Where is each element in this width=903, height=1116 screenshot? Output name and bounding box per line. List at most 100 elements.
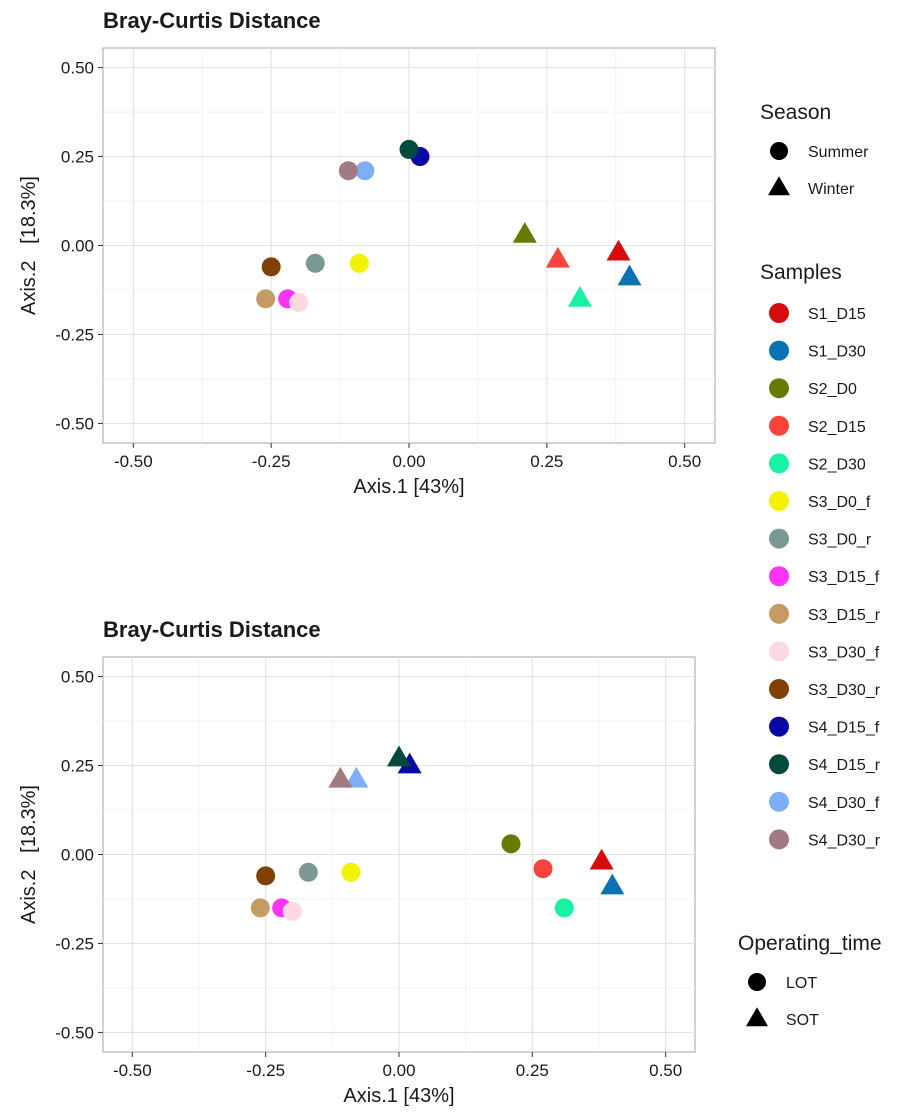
x-tick-label: -0.25 [252,452,291,471]
legend-swatch-s4-d30-f [769,791,789,812]
legend-label: S2_D15 [808,419,866,436]
legend-swatch-s2-d30 [769,453,789,474]
legend-label: LOT [786,975,817,992]
legend-swatch-s3-d30-f [769,641,789,662]
point-s4-d30-f [344,766,369,788]
legend-label: S4_D15_r [808,757,881,774]
y-tick-label: -0.50 [55,414,94,433]
x-tick-label: -0.25 [246,1061,285,1080]
point-s4-d15-r [399,139,419,159]
legend-triangle-icon [768,176,790,196]
point-s3-d15-r [250,898,270,918]
x-tick-label: 0.25 [530,452,563,471]
legend-swatch-s3-d15-f [769,566,789,587]
x-tick-label: -0.50 [114,452,153,471]
point-s1-d30 [617,264,642,286]
legend-title: Season [760,101,831,124]
y-axis-title: Axis.2 [18.3%] [18,176,40,315]
x-tick-label: 0.50 [649,1061,682,1080]
y-tick-label: 0.00 [61,846,94,865]
legend-swatch-s3-d0-r [769,528,789,549]
legend-swatch-s4-d30-r [769,829,789,850]
y-tick-label: 0.25 [61,148,94,167]
legend-label: SOT [786,1012,819,1029]
y-tick-label: 0.50 [61,668,94,687]
point-s2-d0 [512,221,537,243]
legend-swatch-s3-d0-f [769,491,789,511]
point-s3-d0-r [298,862,318,882]
legend-label: S2_D30 [808,456,866,473]
legend-swatch-s2-d0 [769,378,789,399]
legend-label: Summer [808,144,869,161]
point-s3-d30-f [282,901,302,921]
point-s2-d15 [533,859,553,879]
point-s3-d30-f [289,292,309,312]
chart-title: Bray-Curtis Distance [103,8,321,33]
legend-swatch-s1-d15 [769,303,789,323]
point-s1-d15 [589,848,614,870]
y-tick-label: -0.50 [55,1023,94,1042]
point-s3-d0-r [305,253,325,273]
legend-label: S4_D15_f [808,720,880,737]
point-s3-d30-r [256,866,276,886]
x-tick-label: -0.50 [113,1061,152,1080]
y-tick-label: -0.25 [55,325,94,344]
legend-swatch-s3-d30-r [769,679,789,699]
chart-top: -0.50 -0.25 0.00 0.25 0.50 0.50 0.25 0.00 -0.25 -… [18,8,716,498]
point-s3-d0-f [349,253,369,273]
legend-title: Operating_time [738,932,882,955]
legend-swatch-s3-d15-r [769,603,789,624]
legend-circle-icon [748,973,766,991]
legend-label: S3_D15_r [808,607,881,624]
x-axis-title: Axis.1 [43%] [343,1085,454,1107]
point-s2-d15 [545,246,570,268]
legend-triangle-icon [746,1007,768,1027]
legend-label: S2_D0 [808,381,857,398]
legend-samples: Samples S1_D15 S1_D30 S2_D0 S2_D15 S2_D30 S3_D… [760,261,881,850]
legend-swatch-s1-d30 [769,340,789,361]
legend-circle-icon [770,142,788,160]
point-s3-d0-f [341,862,361,882]
legend-label: Winter [808,181,855,198]
legend-label: S1_D30 [808,344,866,361]
y-axis-title: Axis.2 [18.3%] [18,785,40,924]
legend-swatch-s4-d15-f [769,716,789,737]
chart-title: Bray-Curtis Distance [103,617,321,642]
point-s3-d15-r [256,289,276,309]
x-axis-title: Axis.1 [43%] [353,476,464,498]
point-s1-d15 [606,239,631,261]
legend-label: S3_D30_f [808,644,880,661]
legend-season: Season Summer Winter [760,101,869,198]
legend-operating-time: Operating_time LOT SOT [738,932,882,1029]
y-tick-label: -0.25 [55,934,94,953]
point-s4-d30-r [338,161,358,181]
legend-label: S3_D30_r [808,682,881,699]
point-s3-d30-r [261,257,281,277]
legend-swatch-s4-d15-r [769,754,789,775]
legend-label: S4_D30_r [808,832,881,849]
legend-label: S3_D0_f [808,494,871,511]
point-s2-d30 [567,285,592,307]
legend-label: S3_D0_r [808,532,872,549]
point-s4-d15-f [397,752,422,774]
point-s1-d30 [600,873,625,895]
point-s4-d30-r [328,766,353,788]
legend-label: S1_D15 [808,306,866,323]
y-tick-label: 0.25 [61,757,94,776]
x-tick-label: 0.25 [516,1061,549,1080]
legend-label: S3_D15_f [808,569,880,586]
x-tick-label: 0.00 [382,1061,415,1080]
legend-title: Samples [760,261,842,284]
point-s2-d30 [554,898,574,918]
x-tick-label: 0.50 [668,452,701,471]
y-tick-label: 0.00 [61,237,94,256]
y-tick-label: 0.50 [61,59,94,78]
legend-label: S4_D30_f [808,795,880,812]
x-tick-label: 0.00 [392,452,425,471]
legend-swatch-s2-d15 [769,415,789,436]
chart-bottom: -0.50 -0.25 0.00 0.25 0.50 0.50 0.25 0.00 -0.25 -… [18,617,696,1107]
point-s2-d0 [501,834,521,854]
point-s4-d30-f [355,161,375,181]
point-s4-d15-r [387,745,411,767]
